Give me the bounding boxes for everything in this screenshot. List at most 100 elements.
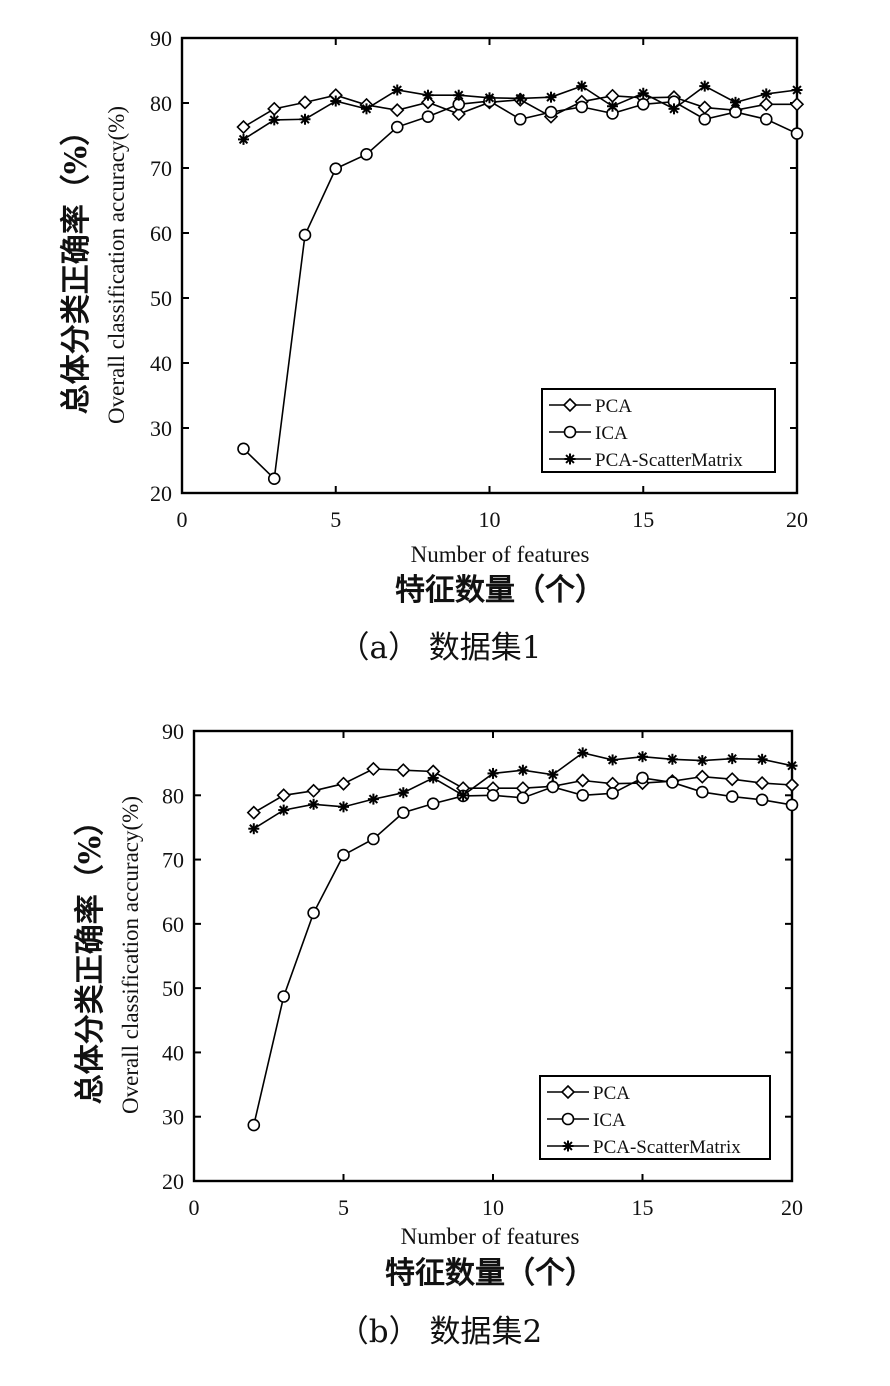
x-tick-label: 10 bbox=[479, 507, 501, 532]
data-point bbox=[237, 442, 250, 456]
data-point bbox=[247, 1118, 261, 1132]
y-tick-label: 20 bbox=[150, 481, 172, 506]
data-point bbox=[336, 776, 351, 791]
y-tick-label: 70 bbox=[162, 848, 184, 873]
data-point bbox=[297, 95, 313, 110]
data-point bbox=[367, 832, 380, 846]
data-point bbox=[367, 793, 379, 805]
series-line bbox=[253, 777, 793, 1126]
legend-label: ICA bbox=[595, 423, 628, 444]
data-point bbox=[486, 788, 500, 802]
data-point bbox=[789, 97, 805, 112]
y-tick-label: 40 bbox=[150, 351, 172, 376]
data-point bbox=[360, 148, 373, 161]
data-point bbox=[421, 110, 435, 123]
data-point bbox=[246, 805, 261, 820]
data-point bbox=[517, 764, 529, 776]
chart-panel-a: 20 30 40 50 60 70 80 90 0 5 10 15 20 PCA ICA PCA-Scat… bbox=[59, 26, 808, 666]
legend-marker bbox=[563, 425, 577, 439]
data-point bbox=[487, 767, 499, 779]
data-point bbox=[422, 89, 434, 101]
data-point bbox=[636, 771, 649, 785]
x-axis-label-cn: 特征数量（个） bbox=[385, 1256, 595, 1291]
y-axis-label: Overall classification accuracy(%) bbox=[118, 796, 143, 1114]
data-point bbox=[726, 753, 738, 765]
data-point bbox=[666, 753, 678, 765]
data-point bbox=[791, 84, 803, 96]
legend-label: ICA bbox=[593, 1110, 626, 1131]
x-tick-label: 5 bbox=[338, 1195, 349, 1220]
data-point bbox=[267, 101, 282, 116]
data-point bbox=[278, 804, 290, 816]
data-point bbox=[695, 785, 709, 799]
data-point bbox=[248, 823, 260, 835]
data-point bbox=[547, 769, 559, 781]
x-tick-label: 20 bbox=[781, 1195, 803, 1220]
legend-item: PCA bbox=[549, 396, 632, 417]
data-point bbox=[513, 112, 527, 126]
x-tick-label: 5 bbox=[330, 507, 341, 532]
legend-item: PCA-ScatterMatrix bbox=[547, 1137, 741, 1158]
data-point bbox=[725, 772, 740, 787]
data-point bbox=[575, 100, 589, 114]
legend-marker bbox=[562, 397, 578, 413]
data-point bbox=[268, 114, 280, 126]
data-point bbox=[366, 761, 381, 777]
legend-marker bbox=[561, 1112, 575, 1126]
data-point bbox=[390, 103, 405, 118]
x-axis-label: Number of features bbox=[401, 1224, 580, 1249]
legend-box bbox=[541, 388, 776, 473]
x-tick-label: 0 bbox=[189, 1195, 200, 1220]
y-axis-label: Overall classification accuracy(%) bbox=[104, 106, 129, 424]
data-point bbox=[695, 769, 710, 784]
data-point bbox=[605, 88, 620, 103]
data-point bbox=[725, 790, 739, 803]
y-tick-label: 20 bbox=[162, 1169, 184, 1194]
data-point bbox=[516, 791, 530, 805]
y-tick-label: 90 bbox=[150, 26, 172, 51]
x-tick-label: 15 bbox=[632, 1195, 654, 1220]
data-point bbox=[730, 96, 741, 108]
data-point bbox=[307, 906, 320, 920]
legend-label: PCA bbox=[593, 1083, 630, 1104]
data-point bbox=[391, 84, 403, 96]
legend-item: PCA-ScatterMatrix bbox=[549, 450, 743, 471]
y-axis-label-cn: 总体分类正确率（%） bbox=[73, 806, 108, 1105]
data-point bbox=[756, 753, 768, 765]
data-point bbox=[426, 797, 440, 810]
data-point bbox=[546, 780, 560, 794]
legend-label: PCA-ScatterMatrix bbox=[595, 450, 743, 471]
data-point bbox=[457, 789, 469, 801]
data-point bbox=[699, 80, 711, 92]
data-point bbox=[785, 798, 799, 812]
data-point bbox=[760, 88, 772, 100]
data-point bbox=[451, 106, 466, 122]
data-point bbox=[329, 162, 343, 175]
x-tick-label: 10 bbox=[482, 1195, 504, 1220]
data-point bbox=[544, 105, 558, 119]
data-point bbox=[759, 97, 774, 112]
data-point bbox=[427, 772, 439, 784]
y-tick-label: 40 bbox=[162, 1040, 184, 1065]
legend: PCA ICA PCA-ScatterMatrix bbox=[539, 1075, 771, 1160]
legend: PCA ICA PCA-ScatterMatrix bbox=[541, 388, 776, 473]
panel-caption: （b） 数据集2 bbox=[338, 1314, 542, 1350]
y-tick-label: 70 bbox=[150, 156, 172, 181]
data-point bbox=[397, 787, 409, 799]
data-point bbox=[729, 105, 742, 119]
data-point bbox=[754, 775, 770, 791]
y-tick-label: 30 bbox=[150, 416, 172, 441]
data-point bbox=[607, 754, 619, 766]
data-point bbox=[238, 133, 249, 145]
panel-caption: （a） 数据集1 bbox=[338, 630, 541, 666]
data-point bbox=[784, 777, 800, 793]
data-point bbox=[698, 112, 712, 126]
data-point bbox=[577, 747, 589, 759]
x-tick-label: 0 bbox=[177, 507, 188, 532]
data-point bbox=[484, 92, 495, 104]
y-tick-label: 90 bbox=[162, 719, 184, 744]
data-point bbox=[306, 783, 321, 798]
data-point bbox=[576, 80, 588, 92]
data-point bbox=[277, 990, 291, 1003]
